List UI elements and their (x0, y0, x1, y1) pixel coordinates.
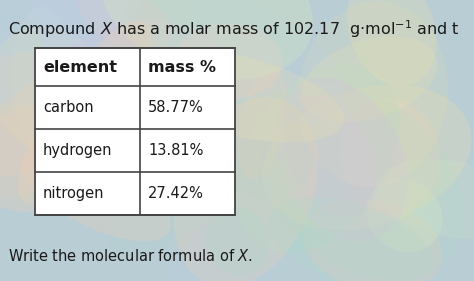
Ellipse shape (78, 0, 171, 54)
Ellipse shape (100, 0, 313, 80)
Ellipse shape (255, 83, 464, 280)
Ellipse shape (0, 65, 141, 212)
Ellipse shape (0, 28, 121, 159)
Text: mass %: mass % (148, 60, 216, 74)
Text: Write the molecular formula of $\mathit{X}$.: Write the molecular formula of $\mathit{… (8, 248, 253, 264)
Ellipse shape (0, 108, 77, 176)
Ellipse shape (228, 94, 314, 202)
Text: 27.42%: 27.42% (148, 186, 204, 201)
Ellipse shape (184, 0, 344, 125)
Ellipse shape (262, 85, 472, 230)
Ellipse shape (298, 1, 448, 187)
Ellipse shape (238, 67, 287, 180)
Ellipse shape (284, 94, 375, 217)
Ellipse shape (0, 0, 147, 106)
Ellipse shape (274, 78, 408, 241)
Ellipse shape (11, 6, 74, 149)
Ellipse shape (164, 212, 279, 281)
Ellipse shape (347, 0, 437, 86)
Ellipse shape (376, 159, 474, 239)
Ellipse shape (40, 19, 227, 172)
Ellipse shape (301, 37, 438, 122)
Ellipse shape (366, 178, 443, 252)
Text: carbon: carbon (43, 100, 94, 115)
Ellipse shape (303, 198, 442, 281)
Ellipse shape (339, 98, 441, 215)
Ellipse shape (173, 97, 318, 281)
Ellipse shape (0, 51, 86, 199)
Ellipse shape (174, 24, 283, 99)
Ellipse shape (21, 149, 171, 241)
Ellipse shape (32, 0, 129, 101)
Text: element: element (43, 60, 117, 74)
Ellipse shape (146, 102, 205, 196)
Ellipse shape (108, 141, 260, 259)
Text: nitrogen: nitrogen (43, 186, 104, 201)
Text: 58.77%: 58.77% (148, 100, 204, 115)
Ellipse shape (18, 21, 152, 205)
Text: Compound $\mathit{X}$ has a molar mass of 102.17  g$\cdot$mol$^{-1}$ and t: Compound $\mathit{X}$ has a molar mass o… (8, 18, 460, 40)
Ellipse shape (269, 197, 432, 281)
Bar (35, 48, 235, 215)
Ellipse shape (118, 47, 345, 142)
Ellipse shape (236, 63, 399, 253)
Text: 13.81%: 13.81% (148, 143, 203, 158)
Ellipse shape (205, 205, 269, 276)
Text: hydrogen: hydrogen (43, 143, 112, 158)
